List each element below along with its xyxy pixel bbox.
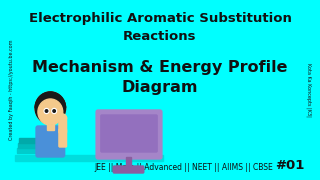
FancyBboxPatch shape [19, 138, 57, 143]
Text: Created by Faaqih - https://youtu.be.com: Created by Faaqih - https://youtu.be.com [9, 40, 14, 140]
Circle shape [35, 92, 66, 124]
FancyBboxPatch shape [59, 117, 67, 133]
Circle shape [38, 99, 63, 125]
Wedge shape [35, 92, 66, 108]
FancyBboxPatch shape [101, 115, 157, 152]
FancyBboxPatch shape [96, 110, 162, 159]
Circle shape [44, 109, 49, 114]
FancyBboxPatch shape [59, 129, 67, 147]
Text: Mechanism & Energy Profile: Mechanism & Energy Profile [32, 60, 288, 75]
Bar [46, 120, 54, 130]
FancyBboxPatch shape [15, 155, 163, 161]
Text: Diagram: Diagram [122, 80, 198, 95]
Text: JEE || Main || Advanced || NEET || AIIMS || CBSE: JEE || Main || Advanced || NEET || AIIMS… [94, 163, 273, 172]
Circle shape [53, 110, 55, 112]
Text: Reactions: Reactions [123, 30, 197, 43]
Bar [126, 157, 132, 169]
Circle shape [45, 110, 48, 112]
FancyBboxPatch shape [113, 166, 144, 173]
Circle shape [35, 92, 66, 124]
Text: Electrophilic Aromatic Substitution: Electrophilic Aromatic Substitution [28, 12, 292, 25]
FancyBboxPatch shape [18, 143, 56, 148]
FancyBboxPatch shape [36, 126, 65, 157]
Circle shape [59, 114, 67, 122]
FancyBboxPatch shape [17, 148, 55, 153]
Circle shape [52, 109, 57, 114]
Text: #01: #01 [276, 159, 305, 172]
Text: Kota Ka Koncepts |K3|: Kota Ka Koncepts |K3| [306, 63, 311, 117]
